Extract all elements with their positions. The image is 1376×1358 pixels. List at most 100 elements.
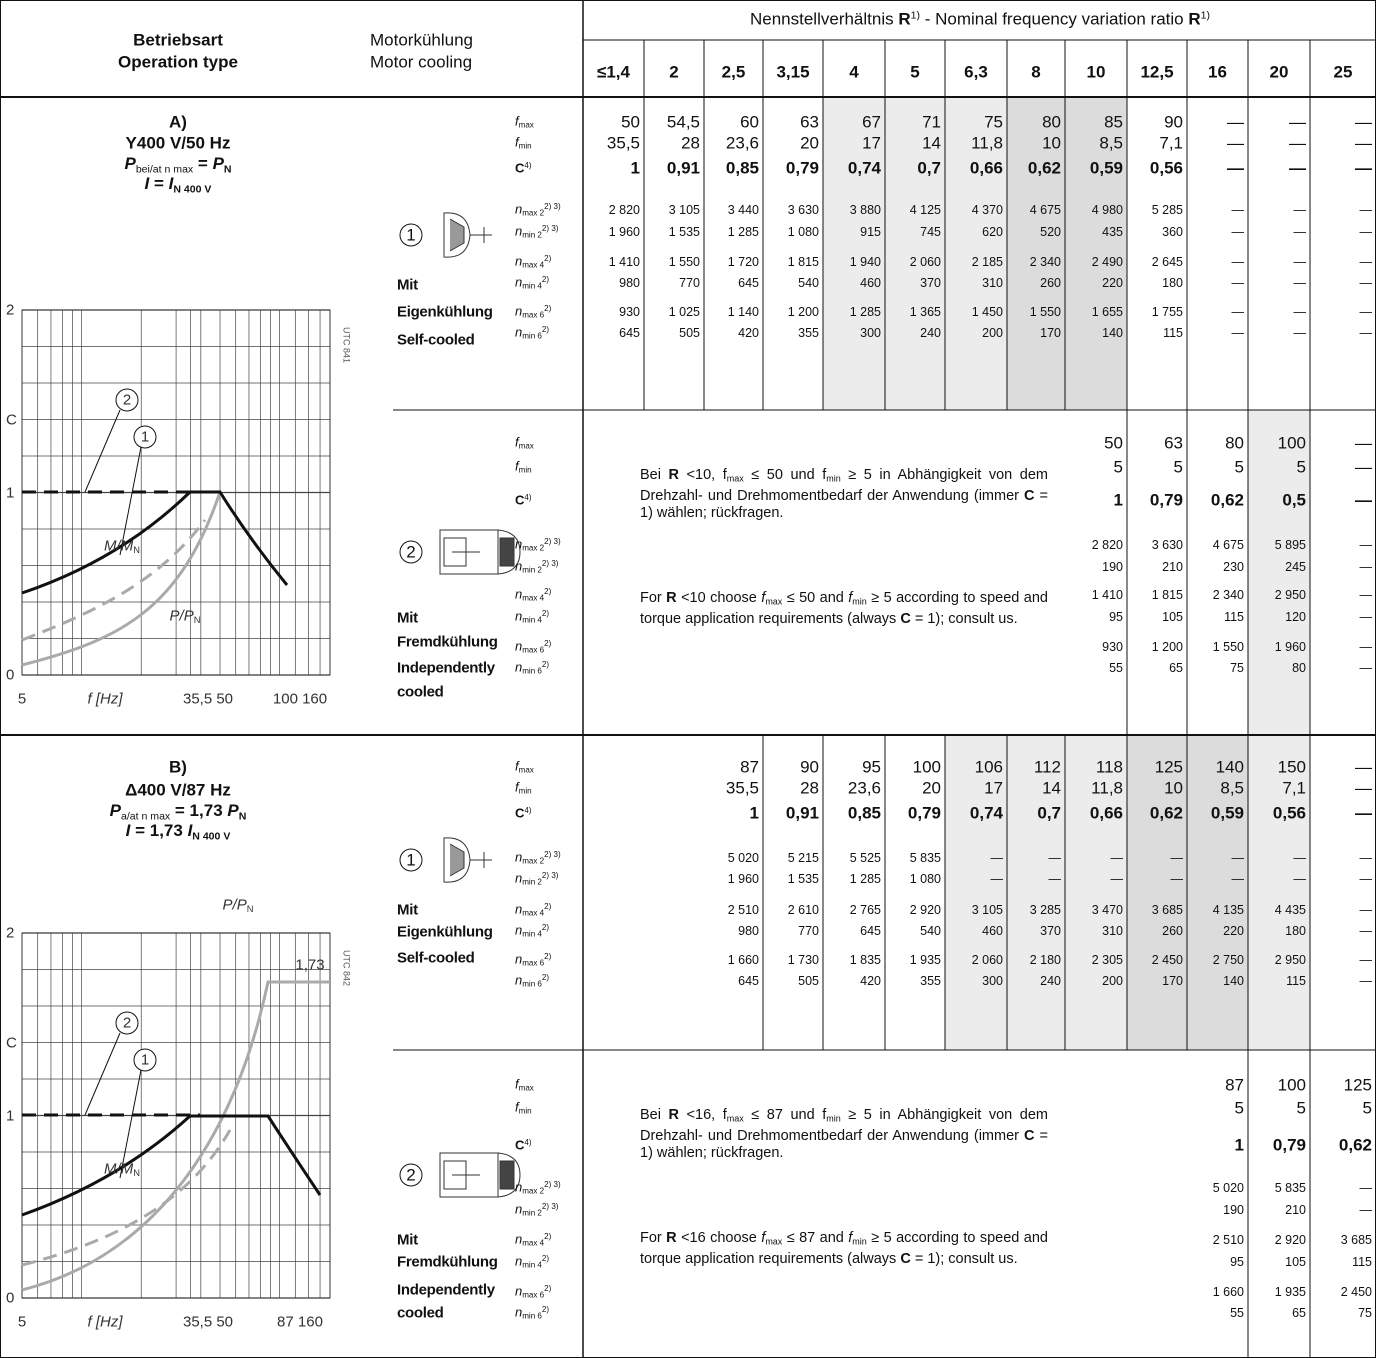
curve-label: P/PN	[170, 608, 201, 625]
text-run: min	[852, 596, 867, 607]
text-run: 2)	[544, 1283, 552, 1293]
cell: 505	[679, 325, 700, 340]
row-label: nmax 62)	[515, 639, 551, 654]
row-label: fmax	[515, 435, 534, 450]
cell: —	[1359, 202, 1373, 217]
cell: 80	[1225, 433, 1244, 453]
cell: 5	[1362, 1098, 1372, 1118]
text-run: n	[515, 901, 523, 917]
cell: —	[1355, 757, 1372, 777]
icon-part	[449, 843, 465, 877]
cell: 4 980	[1091, 202, 1123, 217]
cell: 1	[630, 158, 640, 178]
graph-y-label: C	[6, 1034, 17, 1051]
cooling-label: Fremdkühlung	[397, 1253, 498, 1271]
row-label: nmin 42)	[515, 609, 549, 624]
cell: 150	[1277, 757, 1306, 777]
cell: 0,79	[1149, 490, 1183, 510]
text-run: 1)	[910, 9, 921, 22]
cell: 930	[619, 304, 640, 319]
cell: —	[1289, 158, 1306, 178]
text-run: A)	[169, 112, 187, 132]
cell: 7,1	[1159, 133, 1183, 153]
cell: 5	[1296, 1098, 1306, 1118]
cell: 1 815	[1151, 587, 1183, 602]
text-run: 2)	[544, 253, 552, 263]
text-run: n	[515, 1179, 523, 1195]
cell: 980	[738, 923, 759, 938]
text-run: min	[518, 1106, 532, 1116]
row-label: fmax	[515, 759, 534, 774]
text-run: n	[515, 558, 523, 574]
row-label: C4)	[515, 1139, 532, 1152]
number-circle	[399, 223, 423, 247]
text-run: C	[515, 805, 525, 821]
cell: 2 180	[1029, 952, 1061, 967]
cell: 1 550	[1212, 639, 1244, 654]
cell: 5	[1113, 457, 1123, 477]
text-run: = 1,73	[130, 821, 188, 841]
text-run: 2)	[541, 659, 550, 669]
text-run: = 1); consult us.	[910, 1250, 1018, 1267]
cell: 1 550	[668, 254, 700, 269]
cell: —	[1359, 254, 1373, 269]
row-label: nmax 62)	[515, 304, 551, 319]
section-title: Pbei/at n max = PN	[124, 155, 231, 175]
curve	[21, 519, 207, 642]
text-run: 2) 3)	[541, 1201, 559, 1211]
text-run: min 6	[522, 979, 542, 989]
text-run: <16, f	[679, 1107, 727, 1123]
cell: 1 025	[668, 304, 700, 319]
cell: 200	[1102, 973, 1123, 988]
cell: —	[1231, 224, 1245, 239]
cell: 95	[1109, 609, 1123, 624]
cell: 5 525	[849, 850, 881, 865]
text-run: 2)	[544, 638, 552, 648]
column-label: 2	[669, 62, 679, 82]
cell: 140	[1102, 325, 1123, 340]
cell: 63	[1164, 433, 1183, 453]
text-run: I	[187, 821, 193, 841]
text-run: n	[515, 303, 523, 319]
text-run: min	[518, 465, 532, 475]
number-circle	[399, 848, 423, 872]
text-run: R	[668, 467, 679, 483]
cell: 210	[1162, 559, 1183, 574]
cell: —	[1110, 850, 1124, 865]
cell: 54,5	[666, 112, 700, 132]
text-run: R	[666, 1230, 677, 1246]
cell: —	[1355, 133, 1372, 153]
cooling-label: Self-cooled	[397, 331, 475, 349]
cell: 2 820	[608, 202, 640, 217]
cell: 0,56	[1149, 158, 1183, 178]
graph-marker: 2	[122, 391, 132, 409]
cell: 100	[1277, 433, 1306, 453]
column-label: 8	[1031, 62, 1041, 82]
cell: 11,8	[1091, 778, 1123, 798]
cell: —	[990, 850, 1004, 865]
cell: —	[1048, 871, 1062, 886]
text-run: max 2	[522, 208, 545, 218]
icon-part	[499, 1160, 515, 1190]
text-run: max	[518, 1083, 534, 1093]
shade	[1127, 735, 1187, 1050]
cell: 0,66	[1089, 803, 1123, 823]
section-title: Pa/at n max = 1,73 PN	[110, 802, 247, 822]
column-label: 6,3	[964, 62, 988, 82]
cell: 1 935	[1274, 1284, 1306, 1299]
graph-y-label: C	[6, 411, 17, 428]
cell: 310	[1102, 923, 1123, 938]
text-run: n	[515, 951, 523, 967]
graph	[21, 932, 331, 1299]
text-run: N	[133, 1168, 140, 1179]
cooling-label: Mit	[397, 1231, 418, 1249]
cell: —	[1359, 275, 1373, 290]
text-run: max 4	[522, 1238, 545, 1248]
cell: 7,1	[1282, 778, 1306, 798]
cell: 5	[1234, 457, 1244, 477]
cell: 1 285	[849, 871, 881, 886]
text-run: n	[515, 870, 523, 886]
graph-x-label: 87 160	[277, 1313, 323, 1331]
text-run: 2)	[541, 1253, 550, 1263]
